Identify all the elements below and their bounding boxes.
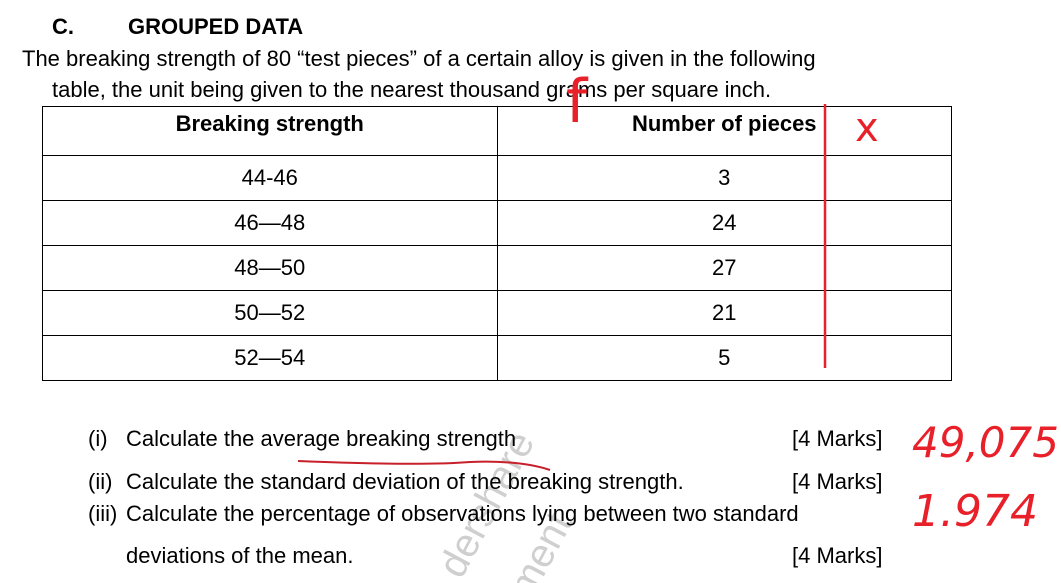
intro-line: table, the unit being given to the neare… <box>52 77 772 102</box>
cell: 48—50 <box>42 245 498 291</box>
question-marks: [4 Marks] <box>792 469 883 494</box>
cell: 52—54 <box>42 335 498 381</box>
question-label: (iii) <box>88 501 118 526</box>
handwriting: x <box>855 105 879 151</box>
cell: 44-46 <box>42 155 498 201</box>
cell: 3 <box>496 155 952 201</box>
cell: 24 <box>496 200 952 246</box>
question-marks: [4 Marks] <box>792 543 883 568</box>
question-text: Calculate the percentage of observations… <box>126 501 799 526</box>
row: 52—54 5 <box>42 335 952 381</box>
handwriting: f <box>566 67 588 137</box>
row: 44-46 3 <box>42 155 952 201</box>
cell: 5 <box>496 335 952 381</box>
row: 48—50 27 <box>42 245 952 291</box>
header-cell: Breaking strength <box>42 106 498 156</box>
question-text: Calculate the average breaking strength <box>126 426 517 451</box>
question-label: (ii) <box>88 469 113 494</box>
question-label: (i) <box>88 426 108 451</box>
data-table: Breaking strength Number of pieces 44-46… <box>42 106 952 381</box>
handwriting: 1.974 <box>912 486 1038 537</box>
question-text: deviations of the mean. <box>126 543 354 568</box>
handwriting: 49,075 <box>912 418 1059 467</box>
question-text: Calculate the standard deviation of the … <box>126 469 684 494</box>
intro-line: The breaking strength of 80 “test pieces… <box>22 46 816 71</box>
cell: 46—48 <box>42 200 498 246</box>
section-title: GROUPED DATA <box>128 14 304 39</box>
pen-underline <box>297 460 551 471</box>
section-label: C. <box>52 14 74 39</box>
row: 46—48 24 <box>42 200 952 246</box>
header-row: Breaking strength Number of pieces <box>42 106 952 156</box>
row: 50—52 21 <box>42 290 952 336</box>
question-marks: [4 Marks] <box>792 426 883 451</box>
cell: 27 <box>496 245 952 291</box>
header-cell: Number of pieces <box>496 106 952 156</box>
